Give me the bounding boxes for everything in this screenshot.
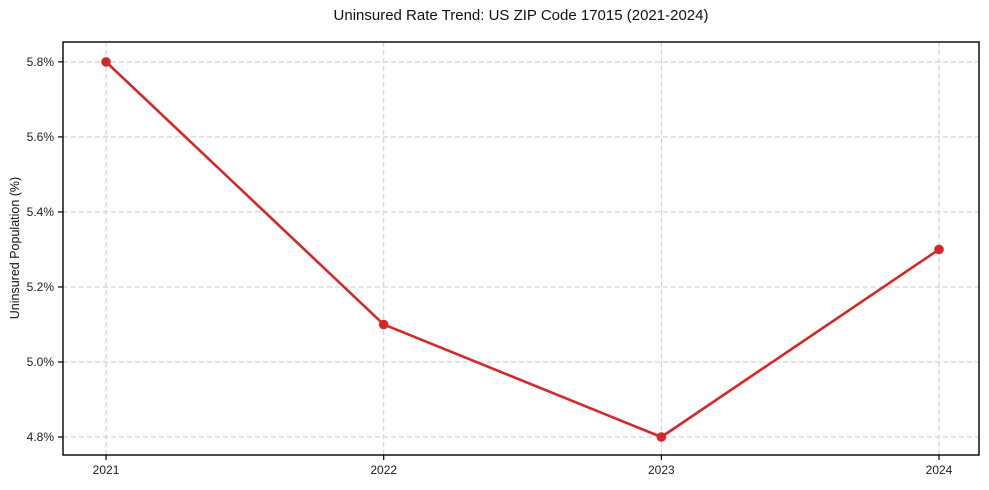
y-tick-label: 4.8% bbox=[27, 430, 55, 444]
x-tick-label: 2023 bbox=[648, 463, 675, 477]
y-tick-label: 5.2% bbox=[27, 280, 55, 294]
y-tick-label: 5.0% bbox=[27, 355, 55, 369]
data-point-marker bbox=[378, 319, 389, 330]
plot-border bbox=[62, 41, 980, 456]
x-tick-label: 2024 bbox=[926, 463, 953, 477]
y-tick-label: 5.6% bbox=[27, 130, 55, 144]
chart-title: Uninsured Rate Trend: US ZIP Code 17015 … bbox=[333, 7, 709, 24]
trend-line bbox=[104, 60, 941, 439]
data-point-marker bbox=[934, 244, 944, 255]
data-point-marker bbox=[656, 432, 667, 442]
data-point-marker bbox=[101, 57, 111, 67]
y-tick-label: 5.8% bbox=[27, 55, 55, 69]
x-tick-label: 2021 bbox=[93, 463, 120, 477]
y-tick-label: 5.4% bbox=[27, 205, 55, 219]
x-tick-label: 2022 bbox=[370, 463, 397, 477]
